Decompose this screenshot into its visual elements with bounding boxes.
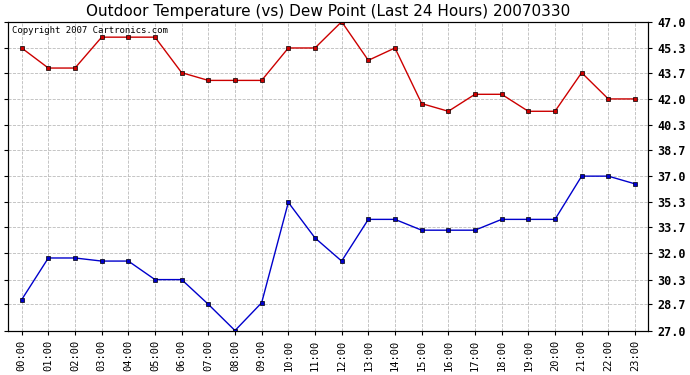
Text: Copyright 2007 Cartronics.com: Copyright 2007 Cartronics.com (12, 26, 168, 35)
Title: Outdoor Temperature (vs) Dew Point (Last 24 Hours) 20070330: Outdoor Temperature (vs) Dew Point (Last… (86, 4, 571, 19)
